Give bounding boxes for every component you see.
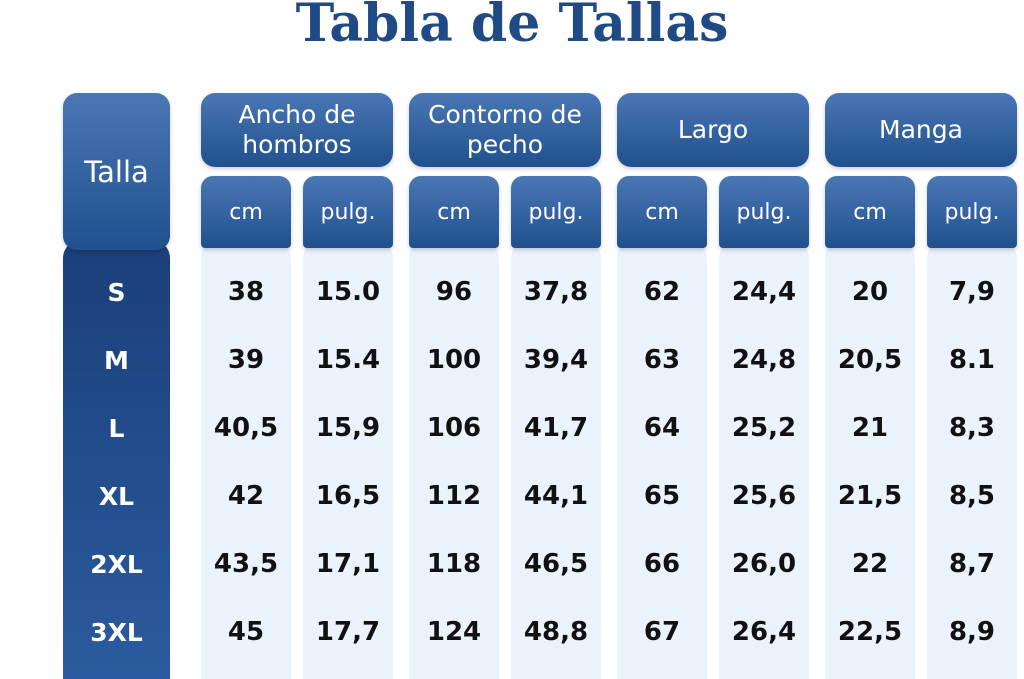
unit-header: pulg. xyxy=(927,176,1017,248)
unit-header: pulg. xyxy=(303,176,393,248)
cell: 8,5 xyxy=(948,481,996,511)
label-column-bg xyxy=(63,240,170,679)
cell: 106 xyxy=(426,413,482,443)
cell: 42 xyxy=(227,481,265,511)
cell: 39 xyxy=(227,345,265,375)
cell: 46,5 xyxy=(523,549,589,579)
column-bg xyxy=(409,240,499,679)
cell: 25,2 xyxy=(731,413,797,443)
cell: 21 xyxy=(851,413,889,443)
column-bg xyxy=(825,240,915,679)
cell: 24,4 xyxy=(731,277,797,307)
unit-header: cm xyxy=(825,176,915,248)
cell: 112 xyxy=(426,481,482,511)
cell: 124 xyxy=(426,617,482,647)
group-header: Manga xyxy=(825,93,1017,167)
column-bg xyxy=(617,240,707,679)
cell: 20 xyxy=(851,277,889,307)
cell: 44,1 xyxy=(523,481,589,511)
unit-header: pulg. xyxy=(511,176,601,248)
column-bg xyxy=(719,240,809,679)
corner-header: Talla xyxy=(63,93,170,250)
cell: 38 xyxy=(227,277,265,307)
cell: 67 xyxy=(643,617,681,647)
cell: 20,5 xyxy=(837,345,903,375)
cell: 100 xyxy=(426,345,482,375)
cell: 64 xyxy=(643,413,681,443)
cell: 62 xyxy=(643,277,681,307)
row-label: L xyxy=(108,413,125,443)
cell: 8,7 xyxy=(948,549,996,579)
cell: 22 xyxy=(851,549,889,579)
row-label: S xyxy=(107,277,126,307)
cell: 24,8 xyxy=(731,345,797,375)
cell: 45 xyxy=(227,617,265,647)
cell: 15,9 xyxy=(315,413,381,443)
cell: 15.0 xyxy=(315,277,381,307)
cell: 21,5 xyxy=(837,481,903,511)
cell: 16,5 xyxy=(315,481,381,511)
unit-header: cm xyxy=(201,176,291,248)
cell: 66 xyxy=(643,549,681,579)
group-header: Contorno de pecho xyxy=(409,93,601,167)
unit-header: pulg. xyxy=(719,176,809,248)
cell: 41,7 xyxy=(523,413,589,443)
cell: 40,5 xyxy=(213,413,279,443)
cell: 96 xyxy=(435,277,473,307)
cell: 37,8 xyxy=(523,277,589,307)
cell: 7,9 xyxy=(948,277,996,307)
row-label: 3XL xyxy=(90,617,143,647)
cell: 8.1 xyxy=(948,345,996,375)
cell: 118 xyxy=(426,549,482,579)
unit-header: cm xyxy=(409,176,499,248)
cell: 39,4 xyxy=(523,345,589,375)
cell: 43,5 xyxy=(213,549,279,579)
unit-header: cm xyxy=(617,176,707,248)
cell: 26,4 xyxy=(731,617,797,647)
column-bg xyxy=(511,240,601,679)
cell: 63 xyxy=(643,345,681,375)
cell: 22,5 xyxy=(837,617,903,647)
column-bg xyxy=(303,240,393,679)
cell: 17,7 xyxy=(315,617,381,647)
row-label: M xyxy=(104,345,129,375)
group-header: Ancho de hombros xyxy=(201,93,393,167)
cell: 8,9 xyxy=(948,617,996,647)
row-label: XL xyxy=(98,481,135,511)
cell: 65 xyxy=(643,481,681,511)
cell: 48,8 xyxy=(523,617,589,647)
cell: 8,3 xyxy=(948,413,996,443)
column-bg xyxy=(201,240,291,679)
column-bg xyxy=(927,240,1017,679)
cell: 25,6 xyxy=(731,481,797,511)
row-label: 2XL xyxy=(90,549,143,579)
group-header: Largo xyxy=(617,93,809,167)
title: Tabla de Tallas xyxy=(295,0,729,54)
cell: 26,0 xyxy=(731,549,797,579)
cell: 15.4 xyxy=(315,345,381,375)
cell: 17,1 xyxy=(315,549,381,579)
